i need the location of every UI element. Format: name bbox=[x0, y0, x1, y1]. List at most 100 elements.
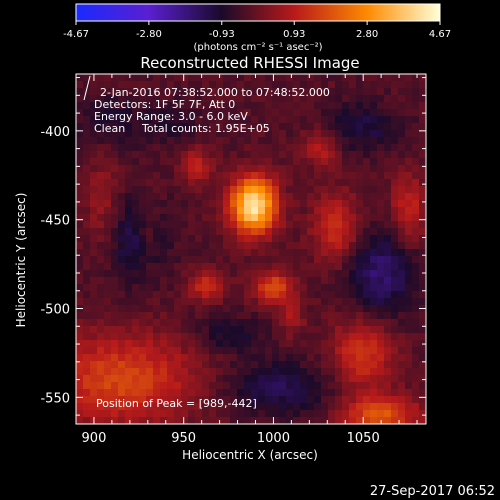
heatmap-cell bbox=[328, 109, 336, 117]
heatmap-cell bbox=[118, 368, 126, 376]
heatmap-cell bbox=[293, 326, 301, 334]
heatmap-cell bbox=[83, 165, 91, 173]
heatmap-cell bbox=[223, 165, 231, 173]
heatmap-cell bbox=[279, 172, 287, 180]
heatmap-cell bbox=[174, 186, 182, 194]
heatmap-cell bbox=[104, 326, 112, 334]
heatmap-cell bbox=[412, 375, 420, 383]
heatmap-cell bbox=[384, 221, 392, 229]
heatmap-cell bbox=[118, 102, 126, 110]
heatmap-cell bbox=[307, 228, 315, 236]
heatmap-cell bbox=[384, 207, 392, 215]
heatmap-cell bbox=[153, 291, 161, 299]
heatmap-cell bbox=[223, 88, 231, 96]
heatmap-cell bbox=[251, 375, 259, 383]
heatmap-cell bbox=[174, 326, 182, 334]
heatmap-cell bbox=[314, 326, 322, 334]
heatmap-cell bbox=[90, 368, 98, 376]
heatmap-cell bbox=[293, 151, 301, 159]
heatmap-cell bbox=[398, 172, 406, 180]
heatmap-cell bbox=[321, 137, 329, 145]
heatmap-cell bbox=[146, 270, 154, 278]
heatmap-cell bbox=[132, 200, 140, 208]
heatmap-cell bbox=[209, 382, 217, 390]
heatmap-cell bbox=[419, 375, 427, 383]
heatmap-cell bbox=[279, 305, 287, 313]
heatmap-cell bbox=[356, 235, 364, 243]
heatmap-cell bbox=[328, 256, 336, 264]
heatmap-cell bbox=[195, 354, 203, 362]
heatmap-cell bbox=[181, 207, 189, 215]
heatmap-cell bbox=[97, 354, 105, 362]
heatmap-cell bbox=[412, 277, 420, 285]
heatmap-cell bbox=[167, 221, 175, 229]
heatmap-cell bbox=[384, 165, 392, 173]
heatmap-cell bbox=[230, 368, 238, 376]
heatmap-cell bbox=[258, 389, 266, 397]
heatmap-cell bbox=[76, 144, 84, 152]
heatmap-cell bbox=[230, 172, 238, 180]
heatmap-cell bbox=[195, 193, 203, 201]
heatmap-cell bbox=[146, 263, 154, 271]
heatmap-cell bbox=[251, 256, 259, 264]
heatmap-cell bbox=[412, 130, 420, 138]
heatmap-cell bbox=[216, 200, 224, 208]
heatmap-cell bbox=[181, 347, 189, 355]
heatmap-cell bbox=[412, 312, 420, 320]
heatmap-cell bbox=[244, 256, 252, 264]
heatmap-cell bbox=[258, 375, 266, 383]
heatmap-cell bbox=[223, 242, 231, 250]
heatmap-cell bbox=[146, 305, 154, 313]
heatmap-cell bbox=[419, 347, 427, 355]
heatmap-cell bbox=[335, 354, 343, 362]
heatmap-cell bbox=[181, 319, 189, 327]
heatmap-cell bbox=[139, 186, 147, 194]
heatmap-cell bbox=[419, 263, 427, 271]
heatmap-cell bbox=[363, 410, 371, 418]
heatmap-cell bbox=[181, 284, 189, 292]
heatmap-cell bbox=[293, 347, 301, 355]
heatmap-cell bbox=[398, 193, 406, 201]
heatmap-cell bbox=[328, 396, 336, 404]
heatmap-cell bbox=[139, 305, 147, 313]
heatmap-cell bbox=[286, 172, 294, 180]
heatmap-cell bbox=[76, 207, 84, 215]
heatmap-cell bbox=[328, 74, 336, 82]
heatmap-cell bbox=[132, 298, 140, 306]
heatmap-cell bbox=[384, 193, 392, 201]
heatmap-cell bbox=[293, 179, 301, 187]
heatmap-cell bbox=[132, 326, 140, 334]
heatmap-cell bbox=[181, 88, 189, 96]
heatmap-cell bbox=[83, 109, 91, 117]
heatmap-cell bbox=[223, 137, 231, 145]
heatmap-cell bbox=[111, 256, 119, 264]
heatmap-cell bbox=[90, 340, 98, 348]
heatmap-cell bbox=[398, 186, 406, 194]
heatmap-cell bbox=[202, 375, 210, 383]
heatmap-cell bbox=[419, 102, 427, 110]
heatmap-cell bbox=[90, 123, 98, 131]
heatmap-cell bbox=[412, 165, 420, 173]
heatmap-cell bbox=[76, 326, 84, 334]
heatmap-cell bbox=[412, 172, 420, 180]
heatmap-cell bbox=[216, 333, 224, 341]
heatmap-cell bbox=[223, 235, 231, 243]
colorbar-ticks: -4.67 -2.80 -0.93 0.93 2.80 4.67 bbox=[63, 21, 451, 40]
heatmap-cell bbox=[307, 158, 315, 166]
heatmap-cell bbox=[286, 200, 294, 208]
heatmap-cell bbox=[349, 74, 357, 82]
heatmap-cell bbox=[174, 305, 182, 313]
heatmap-cell bbox=[335, 88, 343, 96]
heatmap-cell bbox=[216, 270, 224, 278]
heatmap-cell bbox=[244, 165, 252, 173]
heatmap-cell bbox=[230, 144, 238, 152]
heatmap-cell bbox=[153, 361, 161, 369]
heatmap-cell bbox=[293, 403, 301, 411]
heatmap-cell bbox=[293, 74, 301, 82]
heatmap-cell bbox=[139, 207, 147, 215]
heatmap-cell bbox=[349, 312, 357, 320]
heatmap-cell bbox=[363, 382, 371, 390]
heatmap-cell bbox=[139, 200, 147, 208]
heatmap-cell bbox=[265, 95, 273, 103]
heatmap-cell bbox=[216, 368, 224, 376]
